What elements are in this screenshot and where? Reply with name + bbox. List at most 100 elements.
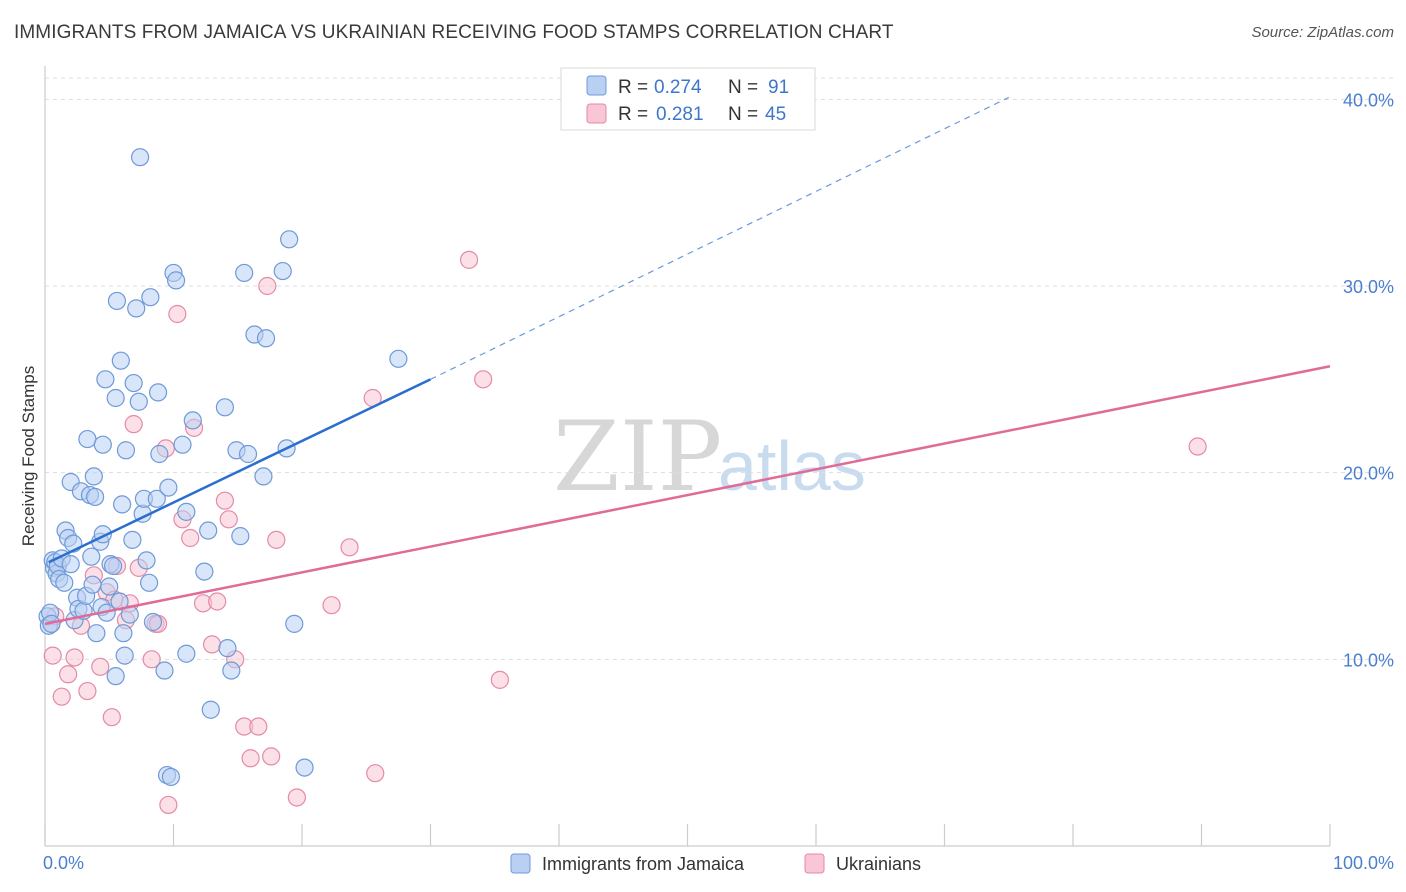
jamaica-point [106, 667, 125, 686]
watermark-atlas: atlas [718, 427, 866, 505]
jamaica-point [273, 261, 292, 281]
jamaica-point [177, 644, 196, 663]
ukrainian-point [1188, 437, 1207, 456]
jamaica-point [55, 573, 74, 592]
ukrainian-point [215, 491, 234, 510]
jamaica-point [137, 551, 156, 570]
jamaica-point [215, 398, 234, 417]
legend-jamaica-n-label: N = [728, 77, 758, 98]
jamaica-point [123, 530, 142, 549]
jamaica-point [111, 351, 130, 370]
legend-jamaica-r-value: 0.274 [654, 77, 702, 98]
jamaica-point [173, 435, 192, 454]
jamaica-point [147, 489, 166, 508]
y-tick-label: 20.0% [1343, 464, 1394, 484]
jamaica-point [280, 230, 299, 249]
jamaica-point [141, 288, 160, 307]
legend-jamaica-n-value: 91 [768, 77, 789, 98]
jamaica-point [195, 562, 214, 581]
jamaica-point [106, 388, 125, 408]
ukrainian-trend-line [44, 365, 1331, 626]
jamaica-point [129, 392, 148, 411]
chart-title: IMMIGRANTS FROM JAMAICA VS UKRAINIAN REC… [14, 22, 894, 43]
jamaica-point [231, 527, 250, 546]
ukrainian-point [65, 648, 84, 667]
jamaica-point [61, 555, 80, 574]
jamaica-point [148, 383, 168, 402]
legend-ukrainian-r-label: R = [618, 104, 648, 125]
ukrainian-point [490, 670, 509, 689]
jamaica-point [166, 271, 186, 290]
ukrainian-point [241, 749, 260, 768]
jamaica-point [389, 349, 408, 368]
ukrainian-point [459, 250, 479, 269]
ukrainian-point [52, 687, 71, 706]
watermark-zip: ZIP [553, 401, 722, 513]
jamaica-point [127, 299, 146, 318]
bottom-legend-ukrainian-swatch [804, 853, 825, 874]
trend-lines [44, 96, 1331, 626]
jamaica-point [124, 373, 143, 393]
jamaica-point [295, 758, 314, 777]
jamaica-point [87, 624, 106, 643]
jamaica-point [104, 556, 123, 576]
ukrainian-point [219, 510, 238, 529]
jamaica-point [218, 639, 237, 658]
ukrainian-point [208, 592, 227, 611]
jamaica-point [201, 700, 220, 719]
ukrainian-point [43, 646, 62, 665]
ukrainian-point [78, 681, 97, 701]
top-legend: R = 0.274 N = 91 R = 0.281 N = 45 [560, 67, 816, 131]
jamaica-points [38, 148, 408, 787]
jamaica-point [143, 612, 163, 632]
y-axis-label: Receiving Food Stamps [19, 366, 38, 546]
ukrainian-point [59, 665, 78, 684]
jamaica-point [116, 441, 136, 460]
bottom-legend-jamaica-label: Immigrants from Jamaica [542, 854, 745, 874]
ukrainian-point [287, 788, 306, 807]
ukrainian-point [267, 530, 286, 549]
jamaica-point [112, 495, 132, 514]
ukrainian-point [249, 717, 268, 736]
y-tick-label: 10.0% [1343, 650, 1394, 670]
jamaica-point [285, 614, 304, 633]
jamaica-trend-line [48, 378, 432, 564]
ukrainian-point [159, 795, 178, 815]
jamaica-point [238, 444, 258, 464]
jamaica-point [96, 370, 115, 389]
legend-ukrainian-r-value: 0.281 [656, 104, 704, 125]
legend-ukrainian-n-label: N = [728, 104, 758, 125]
source-note: Source: ZipAtlas.com [1251, 24, 1394, 41]
ukrainian-point [124, 415, 143, 434]
gridlines [45, 77, 1394, 660]
jamaica-point [256, 329, 276, 348]
jamaica-point [159, 478, 178, 497]
jamaica-point [183, 411, 202, 430]
jamaica-point [83, 575, 102, 594]
legend-ukrainian-swatch [586, 103, 607, 124]
jamaica-point [93, 435, 112, 454]
ukrainian-point [102, 708, 121, 727]
jamaica-point [78, 429, 97, 449]
jamaica-point [100, 577, 119, 596]
jamaica-trend-extension [430, 96, 1010, 380]
jamaica-point [86, 487, 105, 507]
jamaica-point [84, 467, 103, 486]
ukrainian-point [168, 304, 187, 324]
x-tick-label: 100.0% [1333, 853, 1394, 873]
ukrainian-point [181, 528, 200, 548]
legend-jamaica-r-label: R = [618, 77, 648, 98]
ukrainian-point [262, 747, 281, 766]
jamaica-point [177, 502, 196, 521]
jamaica-point [139, 573, 159, 592]
jamaica-point [199, 521, 218, 540]
ukrainian-point [366, 764, 385, 783]
jamaica-point [235, 263, 254, 283]
ukrainian-point [91, 657, 110, 676]
ukrainian-points [42, 250, 1207, 815]
jamaica-point [82, 547, 101, 566]
jamaica-point [161, 767, 181, 787]
ukrainian-point [202, 635, 222, 654]
ukrainian-point [340, 538, 359, 557]
